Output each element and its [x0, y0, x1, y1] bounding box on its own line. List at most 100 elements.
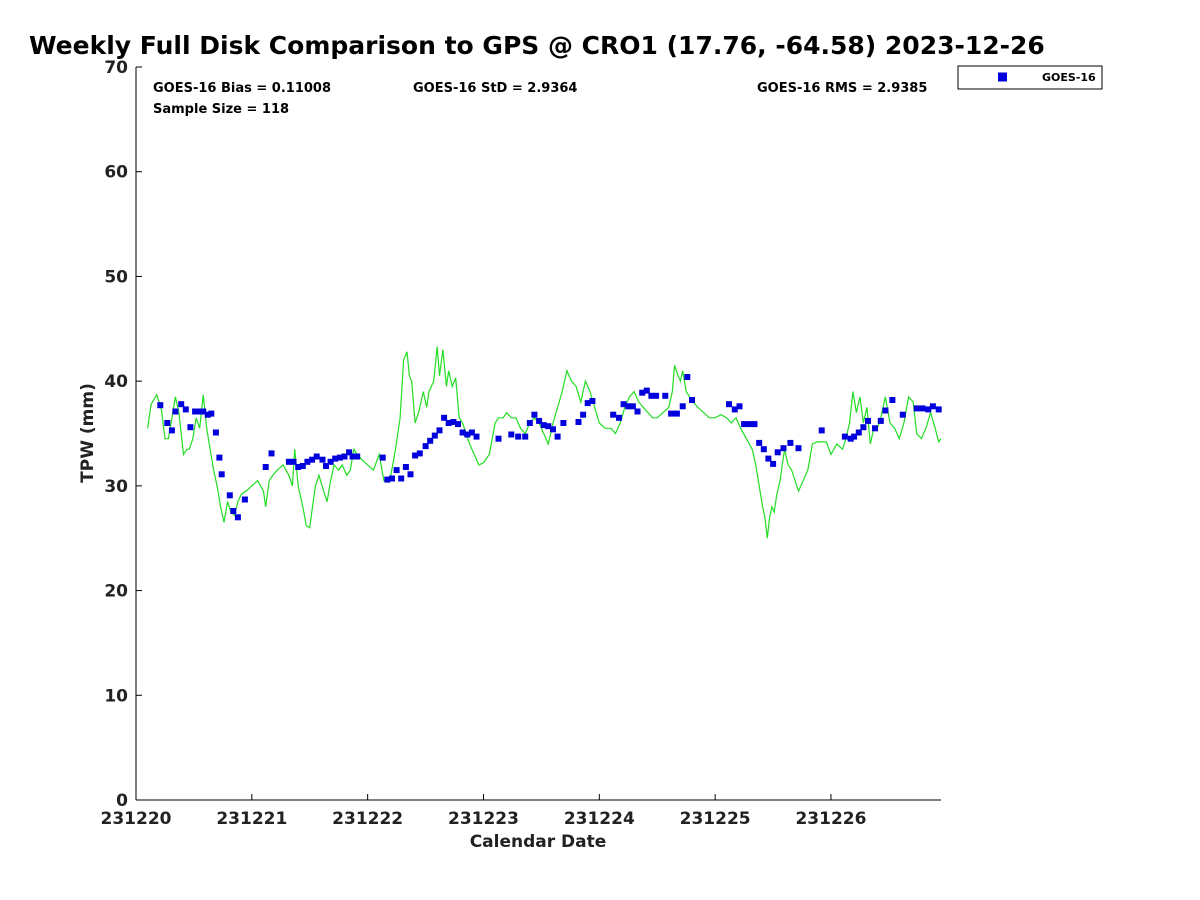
goes-16-point: [522, 433, 529, 440]
x-tick-label: 231221: [216, 809, 287, 829]
goes-16-point: [313, 453, 320, 460]
goes-16-point: [241, 496, 248, 503]
goes-16-point: [407, 471, 414, 478]
goes-16-point: [648, 392, 655, 399]
goes-16-point: [464, 431, 471, 438]
goes-16-point: [818, 427, 825, 434]
std-stat: GOES-16 StD = 2.9364: [413, 81, 577, 96]
goes-16-point: [731, 406, 738, 413]
goes-16-point: [182, 406, 189, 413]
goes-16-point: [770, 460, 777, 467]
goes-16-point: [620, 401, 627, 408]
goes-16-point: [851, 433, 858, 440]
goes-16-point: [550, 426, 556, 433]
goes-16-point: [584, 400, 591, 407]
goes-16-point: [319, 456, 326, 463]
goes-16-point: [684, 374, 691, 380]
goes-16-point: [379, 454, 386, 461]
goes-16-point: [187, 424, 194, 431]
goes-16-point: [726, 401, 732, 408]
goes-16-point: [634, 408, 641, 415]
goes-16-point: [847, 435, 854, 442]
goes-16-point: [760, 446, 767, 453]
goes-16-point: [441, 414, 448, 421]
legend-marker: [998, 72, 1007, 82]
chart-title: Weekly Full Disk Comparison to GPS @ CRO…: [29, 31, 1045, 60]
y-axis-ticks: 0 10 20 30 40 50 60 70: [104, 58, 142, 811]
goes-16-point: [427, 437, 434, 444]
goes-16-point: [913, 405, 920, 412]
goes-16-point: [346, 449, 353, 456]
goes-16-point: [668, 410, 675, 417]
goes-16-point: [299, 463, 306, 469]
goes-16-point: [230, 508, 237, 514]
x-tick-label: 231223: [448, 809, 519, 829]
goes-16-point: [919, 405, 926, 412]
gps-series-line: [147, 346, 942, 539]
goes-16-point: [436, 427, 443, 434]
goes-16-point: [625, 403, 632, 410]
x-tick-label: 231225: [680, 809, 751, 829]
goes-16-point: [575, 419, 582, 425]
y-tick-label: 40: [104, 372, 128, 392]
legend-label: GOES-16: [1042, 71, 1096, 84]
goes-16-point: [212, 429, 219, 436]
goes-16-point: [882, 407, 889, 414]
goes-16-point: [616, 414, 622, 421]
goes-16-point: [285, 458, 292, 465]
goes-16-point: [431, 432, 438, 439]
gps-series-group: [147, 346, 942, 539]
goes-16-point: [402, 464, 409, 470]
goes-16-point: [689, 397, 695, 403]
x-tick-label: 231224: [564, 809, 635, 829]
goes-16-point: [208, 410, 215, 417]
goes-16-point: [673, 410, 680, 417]
goes-16-point: [495, 435, 502, 442]
legend-box: [957, 65, 1103, 90]
goes-16-point: [746, 421, 753, 428]
goes-16-point: [341, 453, 348, 460]
goes-16-point: [889, 397, 896, 403]
goes-16-point: [531, 411, 538, 418]
goes-16-point: [295, 464, 302, 470]
goes-16-point: [226, 492, 233, 499]
goes-16-point: [204, 411, 211, 418]
goes-16-point: [164, 420, 171, 426]
rms-stat: GOES-16 RMS = 2.9385: [757, 81, 927, 96]
goes-16-point: [653, 392, 660, 399]
goes-16-point: [865, 417, 871, 424]
y-tick-label: 10: [104, 686, 128, 706]
goes-16-point: [741, 421, 748, 428]
goes-16-point: [540, 422, 547, 429]
goes-16-point: [393, 467, 400, 474]
goes-16-point: [536, 417, 543, 424]
goes-16-point: [855, 429, 862, 436]
goes-16-point: [268, 450, 275, 457]
goes-16-point: [841, 433, 848, 440]
goes-16-point: [872, 425, 878, 432]
goes-16-point: [736, 403, 743, 410]
goes-16-point: [560, 420, 567, 426]
goes-16-point: [679, 403, 686, 410]
y-tick-label: 0: [116, 791, 128, 811]
goes-16-point: [545, 423, 552, 430]
goes-16-point: [412, 452, 419, 459]
goes-16-point: [234, 514, 241, 521]
goes-16-point: [450, 419, 457, 425]
goes-16-point: [309, 456, 316, 463]
goes-16-point: [196, 408, 203, 415]
goes-16-point: [610, 411, 617, 418]
goes-16-point: [787, 439, 794, 446]
goes-16-point: [200, 408, 207, 415]
goes-16-point: [925, 406, 932, 413]
goes-16-point: [468, 429, 475, 436]
y-tick-label: 70: [104, 58, 128, 78]
x-tick-label: 231226: [795, 809, 866, 829]
x-axis-label: Calendar Date: [470, 832, 607, 852]
goes-16-point: [323, 463, 329, 469]
goes-16-point: [756, 439, 763, 446]
goes-16-point: [349, 453, 356, 460]
goes-16-point: [445, 420, 452, 426]
goes-16-point: [459, 429, 466, 436]
